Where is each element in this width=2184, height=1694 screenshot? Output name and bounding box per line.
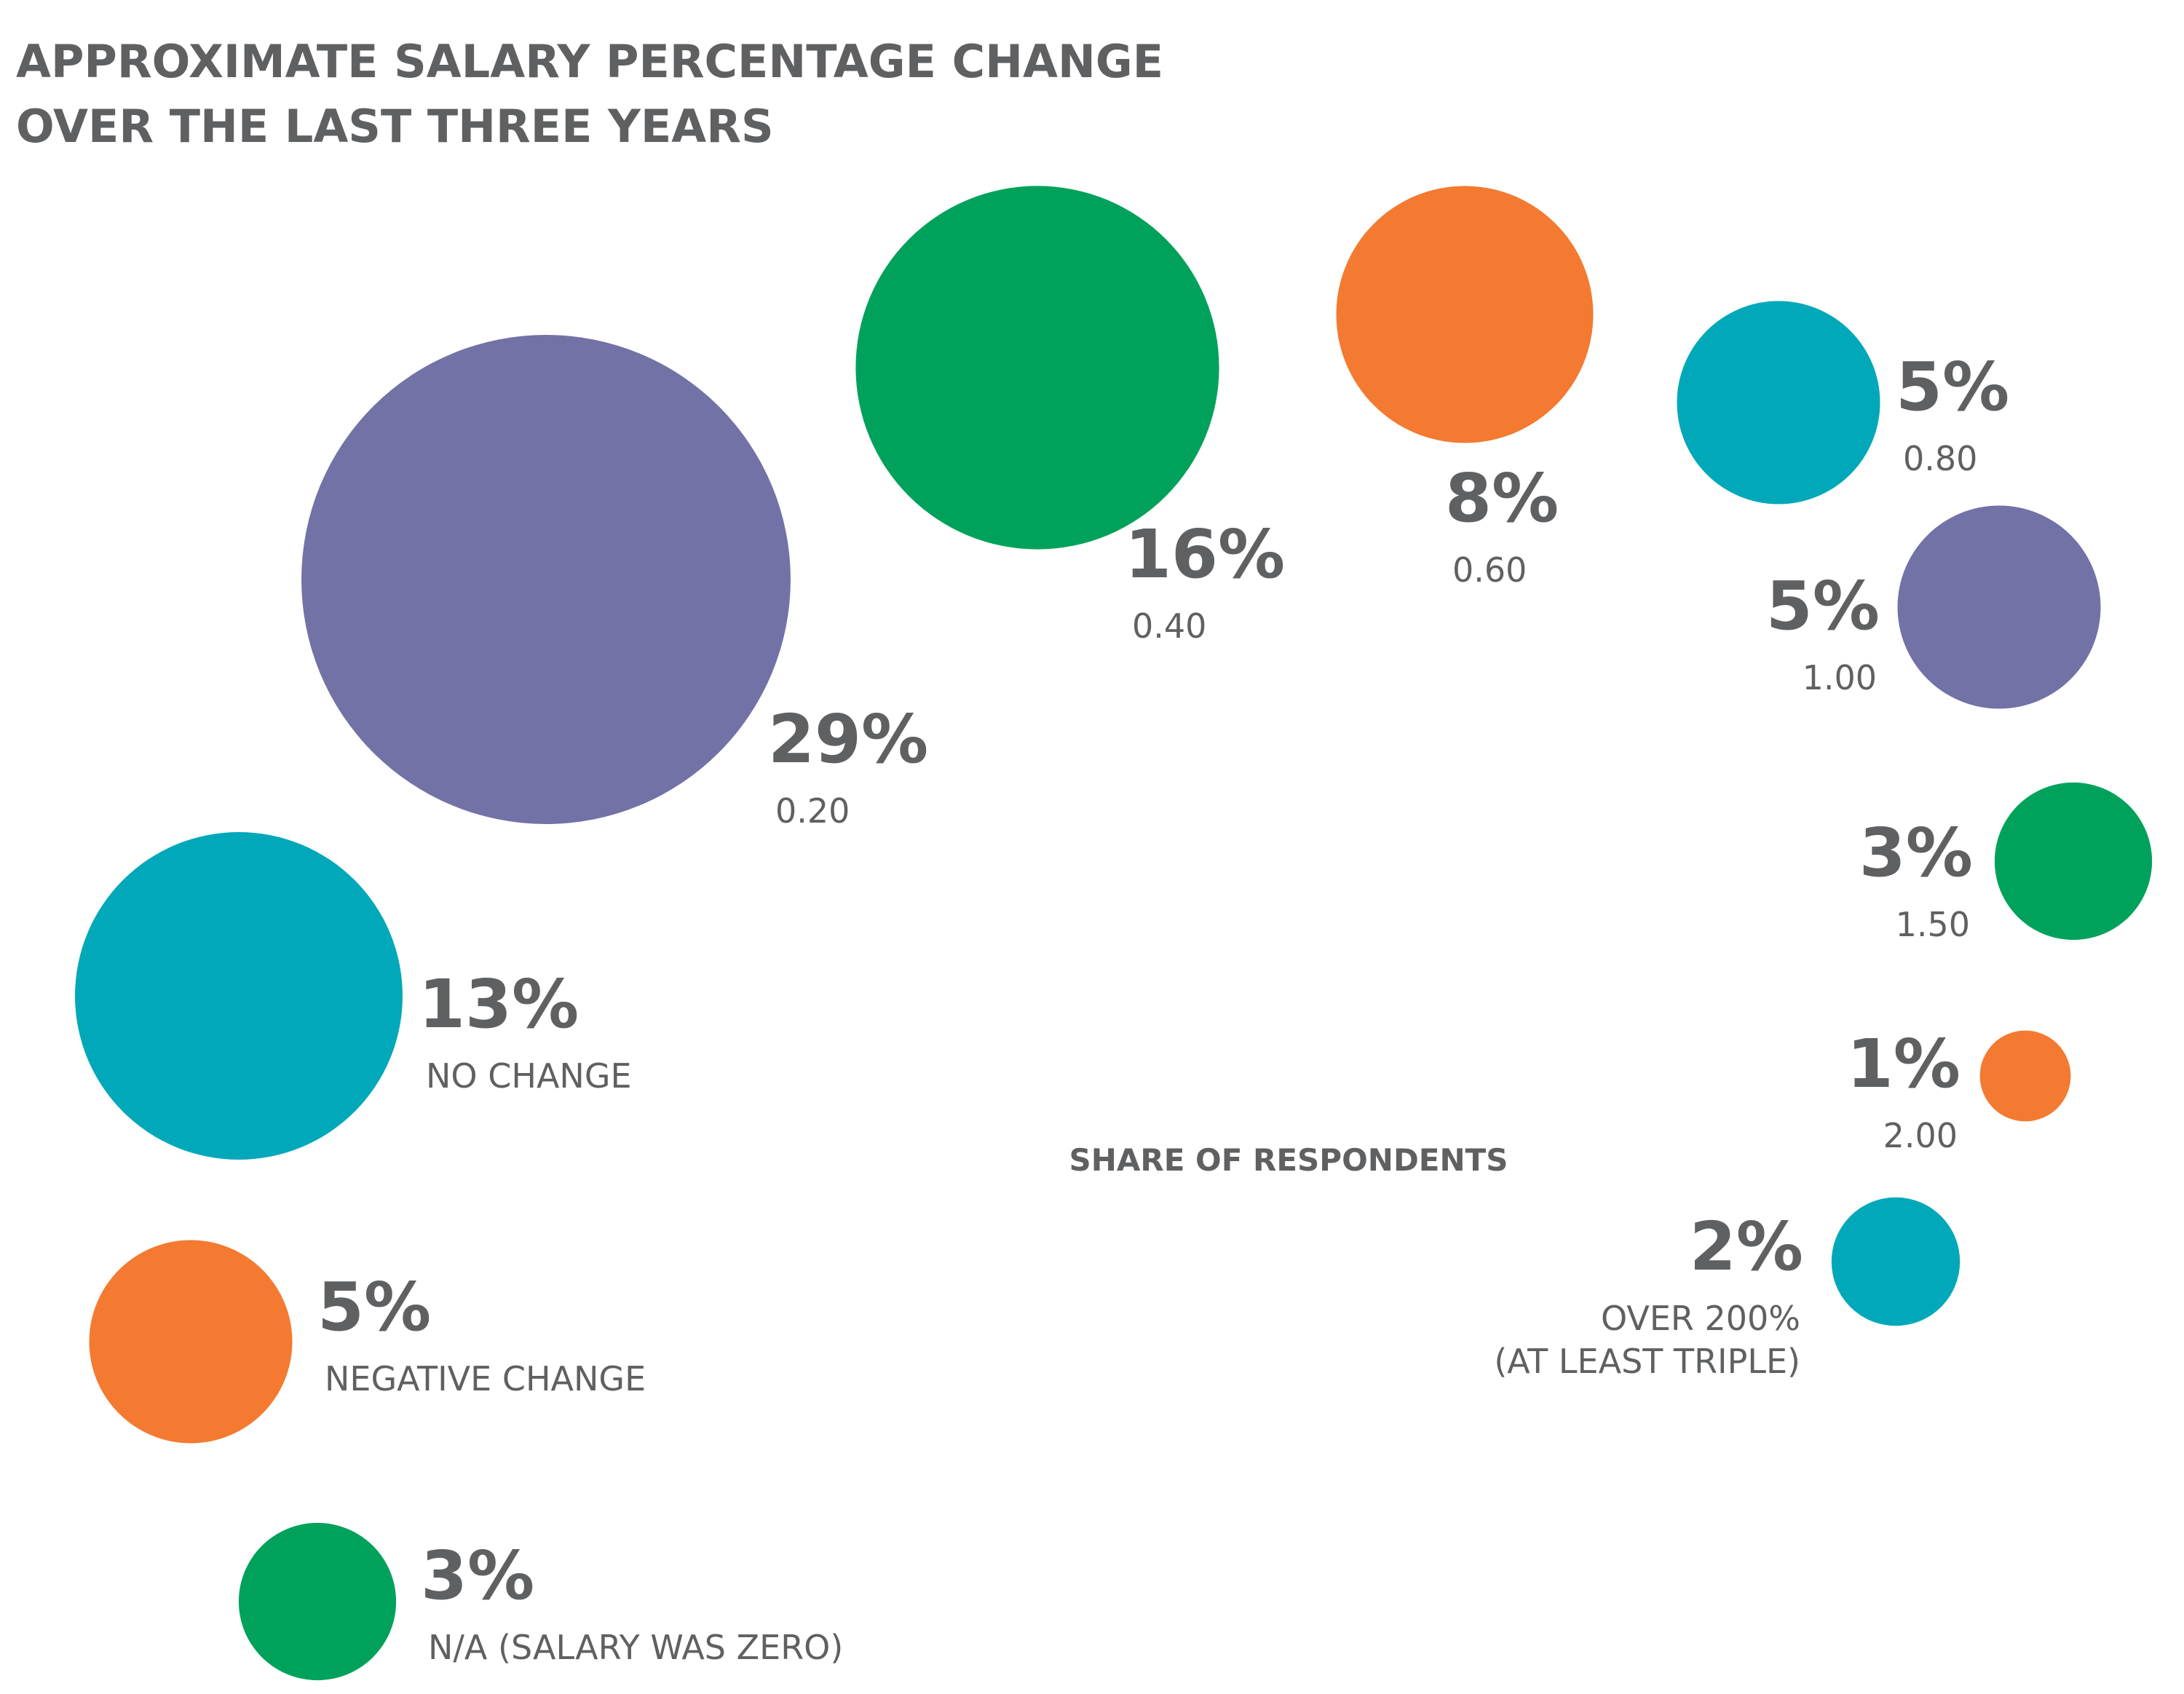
value-label-10: 1% [1847, 1025, 1961, 1103]
value-label-1: 3% [421, 1537, 534, 1615]
bubbles-group: 3% N/A (SALARY WAS ZERO) 5% NEGATIVE CHANGE… [75, 186, 2153, 1681]
category-label-5: 0.40 [1132, 606, 1206, 646]
bubble-7 [1677, 301, 1880, 504]
value-label-6: 8% [1445, 459, 1559, 537]
bubble-1 [238, 1522, 397, 1681]
bubble-11 [1831, 1197, 1961, 1326]
share-of-respondents-note: SHARE OF RESPONDENTS [1069, 1142, 1508, 1178]
category-label-6: 0.60 [1452, 550, 1527, 590]
value-label-8: 5% [1766, 567, 1880, 645]
category-label-2: NEGATIVE CHANGE [325, 1359, 646, 1398]
category-label-3: NO CHANGE [426, 1056, 632, 1096]
bubble-3 [75, 832, 403, 1160]
category-label-10: 2.00 [1883, 1116, 1958, 1155]
value-label-3: 13% [419, 965, 579, 1043]
bubble-9 [1994, 782, 2153, 941]
category-label-9: 1.50 [1896, 905, 1970, 944]
value-label-5: 16% [1125, 515, 1285, 593]
value-label-2: 5% [317, 1268, 431, 1346]
bubble-8 [1897, 505, 2101, 709]
value-label-7: 5% [1896, 348, 2009, 426]
category-label-7: 0.80 [1903, 439, 1977, 478]
chart-title-line-1: APPROXIMATE SALARY PERCENTAGE CHANGE [16, 35, 1163, 88]
category-label-4: 0.20 [775, 791, 850, 831]
value-label-11: 2% [1690, 1208, 1803, 1286]
value-label-4: 29% [768, 700, 928, 778]
value-label-9: 3% [1859, 814, 1973, 892]
bubble-10 [1979, 1030, 2071, 1122]
category-label-1: N/A (SALARY WAS ZERO) [428, 1628, 843, 1667]
bubble-2 [89, 1240, 293, 1444]
category-label-8: 1.00 [1803, 658, 1877, 697]
bubble-4 [301, 335, 791, 824]
bubble-6 [1336, 186, 1594, 443]
bubble-5 [855, 186, 1219, 550]
category-label-11-line-2: (AT LEAST TRIPLE) [1494, 1342, 1800, 1381]
chart-title-line-2: OVER THE LAST THREE YEARS [16, 100, 774, 153]
category-label-11: OVER 200% [1601, 1299, 1800, 1338]
